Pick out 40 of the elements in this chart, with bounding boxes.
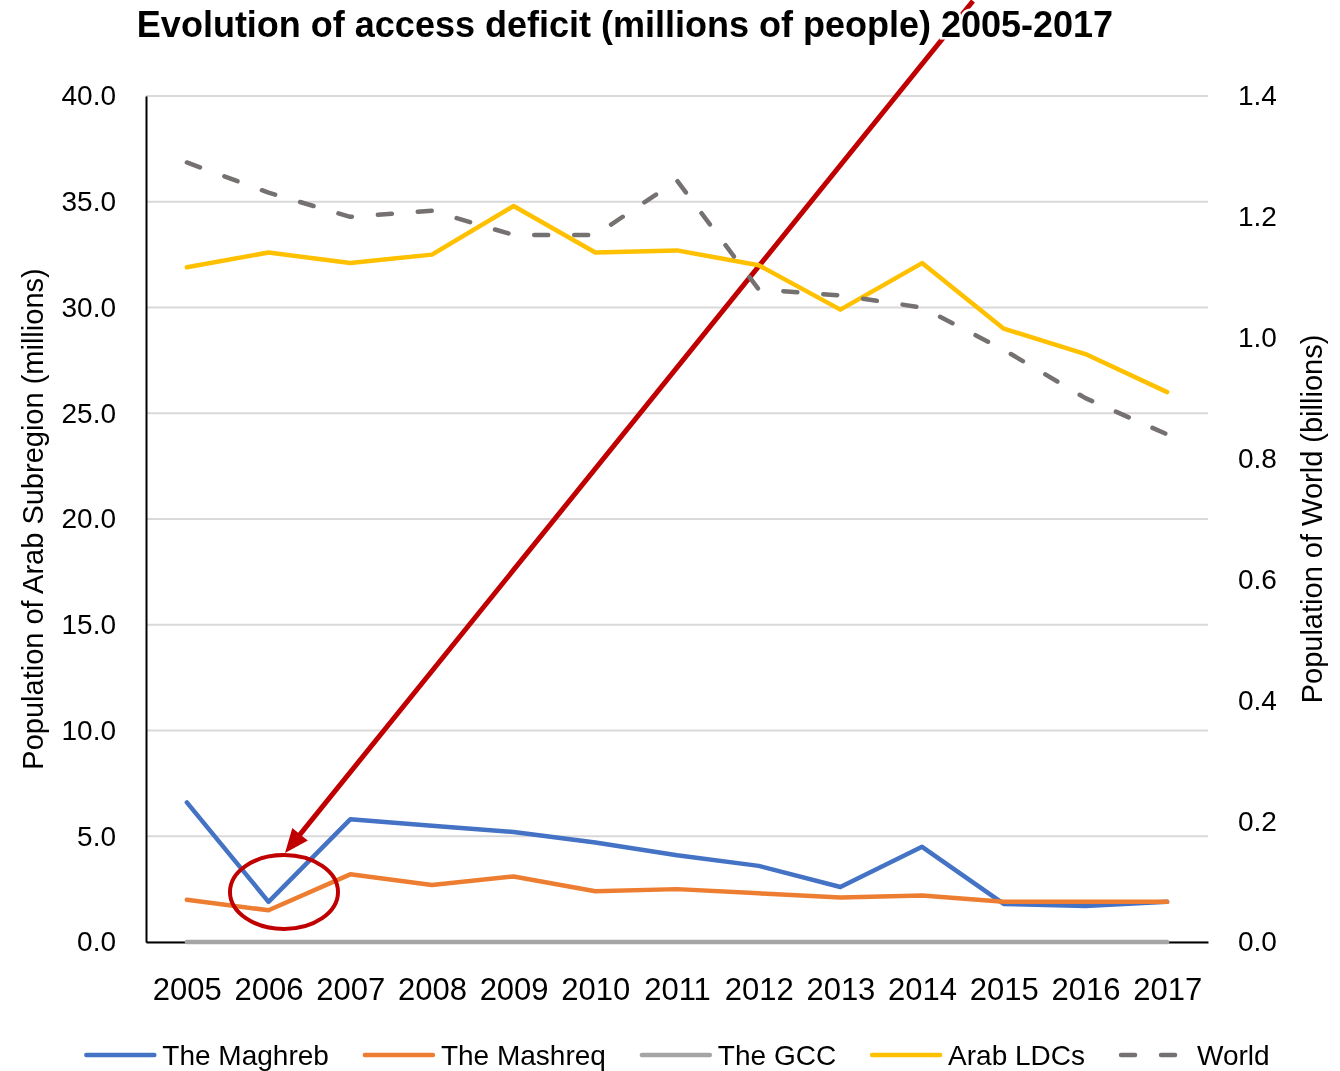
y-tick-label: 15.0 bbox=[61, 609, 116, 641]
x-tick-label: 2013 bbox=[806, 972, 876, 1008]
x-tick-label: 2008 bbox=[397, 972, 467, 1008]
y2-tick-label: 1.0 bbox=[1238, 322, 1277, 354]
x-tick-label: 2011 bbox=[644, 972, 711, 1008]
y-tick-label: 0.0 bbox=[77, 926, 116, 958]
x-tick-label: 2005 bbox=[152, 972, 222, 1008]
legend-label: Arab LDCs bbox=[948, 1040, 1086, 1071]
x-tick-label: 2014 bbox=[888, 972, 958, 1008]
y2-tick-label: 0.2 bbox=[1238, 805, 1277, 837]
line-series bbox=[184, 160, 1170, 437]
x-tick-label: 2015 bbox=[969, 972, 1039, 1008]
x-tick-label: 2007 bbox=[316, 972, 386, 1008]
y-tick-label: 10.0 bbox=[61, 714, 116, 746]
x-tick-label: 2016 bbox=[1051, 972, 1121, 1008]
x-tick-label: 2006 bbox=[234, 972, 304, 1008]
legend-label: World bbox=[1197, 1040, 1270, 1071]
legend-label: The GCC bbox=[717, 1040, 837, 1071]
y2-tick-label: 0.4 bbox=[1238, 684, 1277, 716]
y-tick-label: 20.0 bbox=[61, 503, 116, 535]
y-tick-label: 40.0 bbox=[61, 80, 116, 112]
y-tick-label: 35.0 bbox=[61, 186, 116, 218]
y-tick-label: 30.0 bbox=[61, 291, 116, 323]
y-axis-title: Population of Arab Subregion (millions) bbox=[17, 268, 49, 770]
y-tick-label: 5.0 bbox=[77, 820, 116, 852]
x-tick-label: 2017 bbox=[1133, 972, 1203, 1008]
x-tick-label: 2012 bbox=[724, 972, 794, 1008]
x-tick-label: 2010 bbox=[561, 972, 631, 1008]
y2-tick-label: 0.0 bbox=[1238, 926, 1277, 958]
y2-tick-label: 0.6 bbox=[1238, 563, 1277, 595]
y2-tick-label: 1.2 bbox=[1238, 201, 1277, 233]
y2-tick-label: 0.8 bbox=[1238, 443, 1277, 475]
y2-axis-title: Population of World (billions) bbox=[1296, 334, 1328, 704]
line-series bbox=[184, 872, 1170, 913]
line-series bbox=[184, 203, 1170, 395]
legend-label: The Mashreq bbox=[440, 1040, 606, 1071]
y-tick-label: 25.0 bbox=[61, 397, 116, 429]
legend-label: The Maghreb bbox=[162, 1040, 329, 1071]
y2-tick-label: 1.4 bbox=[1238, 80, 1277, 112]
x-tick-label: 2009 bbox=[479, 972, 549, 1008]
